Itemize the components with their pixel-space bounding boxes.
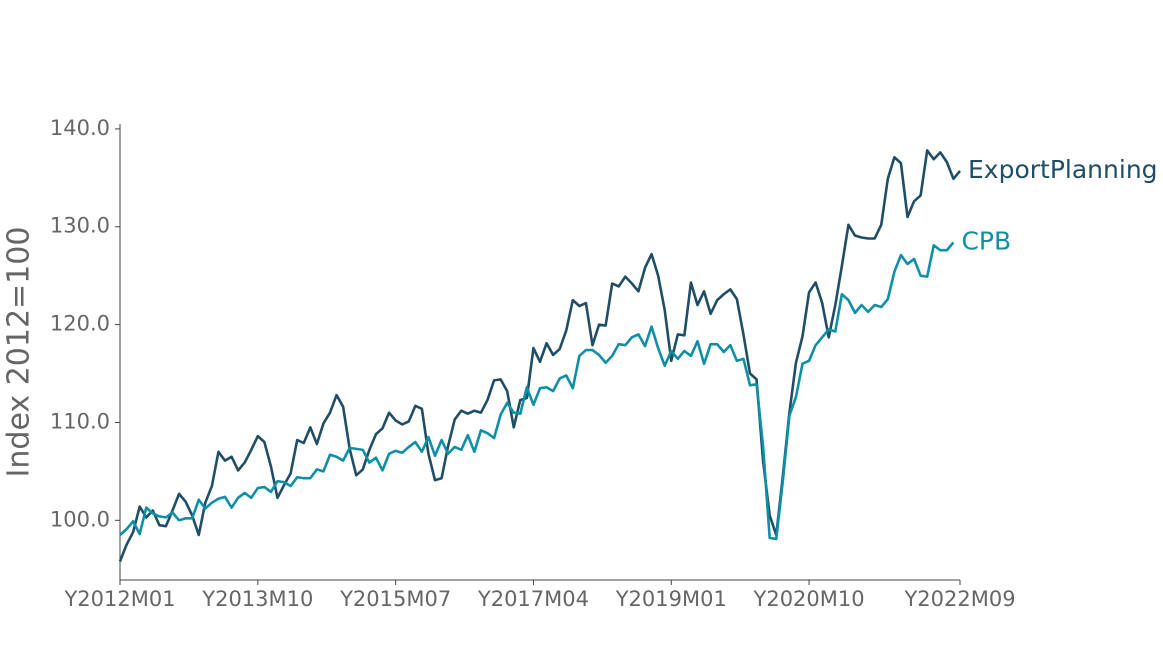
x-tick-label: Y2012M01: [63, 587, 175, 611]
y-axis-label: Index 2012=100: [2, 227, 37, 478]
series-line: [119, 241, 955, 541]
y-tick-label: 100.0: [50, 507, 110, 531]
x-tick-label: Y2017M04: [477, 587, 589, 611]
y-tick-label: 130.0: [50, 214, 110, 238]
x-tick-label: Y2020M10: [753, 587, 865, 611]
y-tick-label: 120.0: [50, 312, 110, 336]
series-label: ExportPlanning: [968, 155, 1158, 184]
y-tick-label: 110.0: [50, 409, 110, 433]
x-tick-label: Y2022M09: [903, 587, 1015, 611]
x-tick-label: Y2015M07: [339, 587, 451, 611]
series-line: [118, 149, 961, 562]
x-tick-label: Y2013M10: [201, 587, 313, 611]
series-label: CPB: [961, 226, 1011, 255]
x-tick-label: Y2019M01: [615, 587, 727, 611]
y-tick-label: 140.0: [50, 116, 110, 140]
